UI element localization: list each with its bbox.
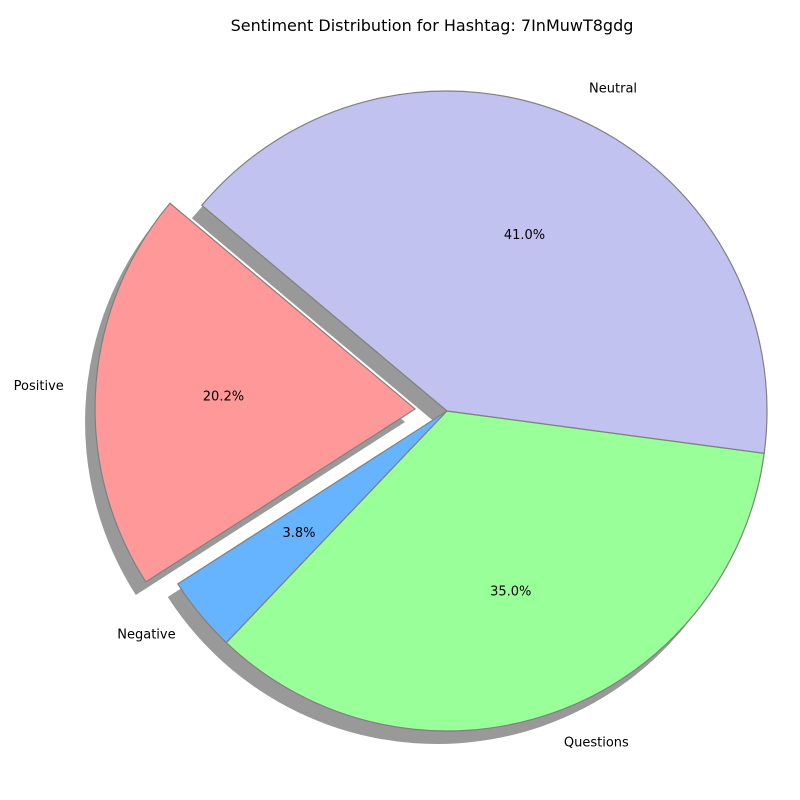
label-neutral: Neutral — [589, 81, 637, 96]
chart-title: Sentiment Distribution for Hashtag: 7InM… — [231, 16, 634, 35]
slice-questions — [225, 410, 765, 732]
slice-positive — [94, 202, 417, 583]
label-negative: Negative — [117, 628, 175, 643]
label-questions: Questions — [564, 736, 629, 751]
label-positive: Positive — [14, 379, 64, 394]
pct-neutral: 41.0% — [504, 228, 545, 243]
pct-negative: 3.8% — [282, 526, 315, 541]
pie-slices — [94, 90, 768, 732]
pct-questions: 35.0% — [490, 585, 531, 600]
pct-positive: 20.2% — [203, 389, 244, 404]
slice-neutral — [201, 90, 768, 454]
slice-labels: Positive 20.2% Negative 3.8% Questions 35.0% N… — [14, 81, 637, 750]
